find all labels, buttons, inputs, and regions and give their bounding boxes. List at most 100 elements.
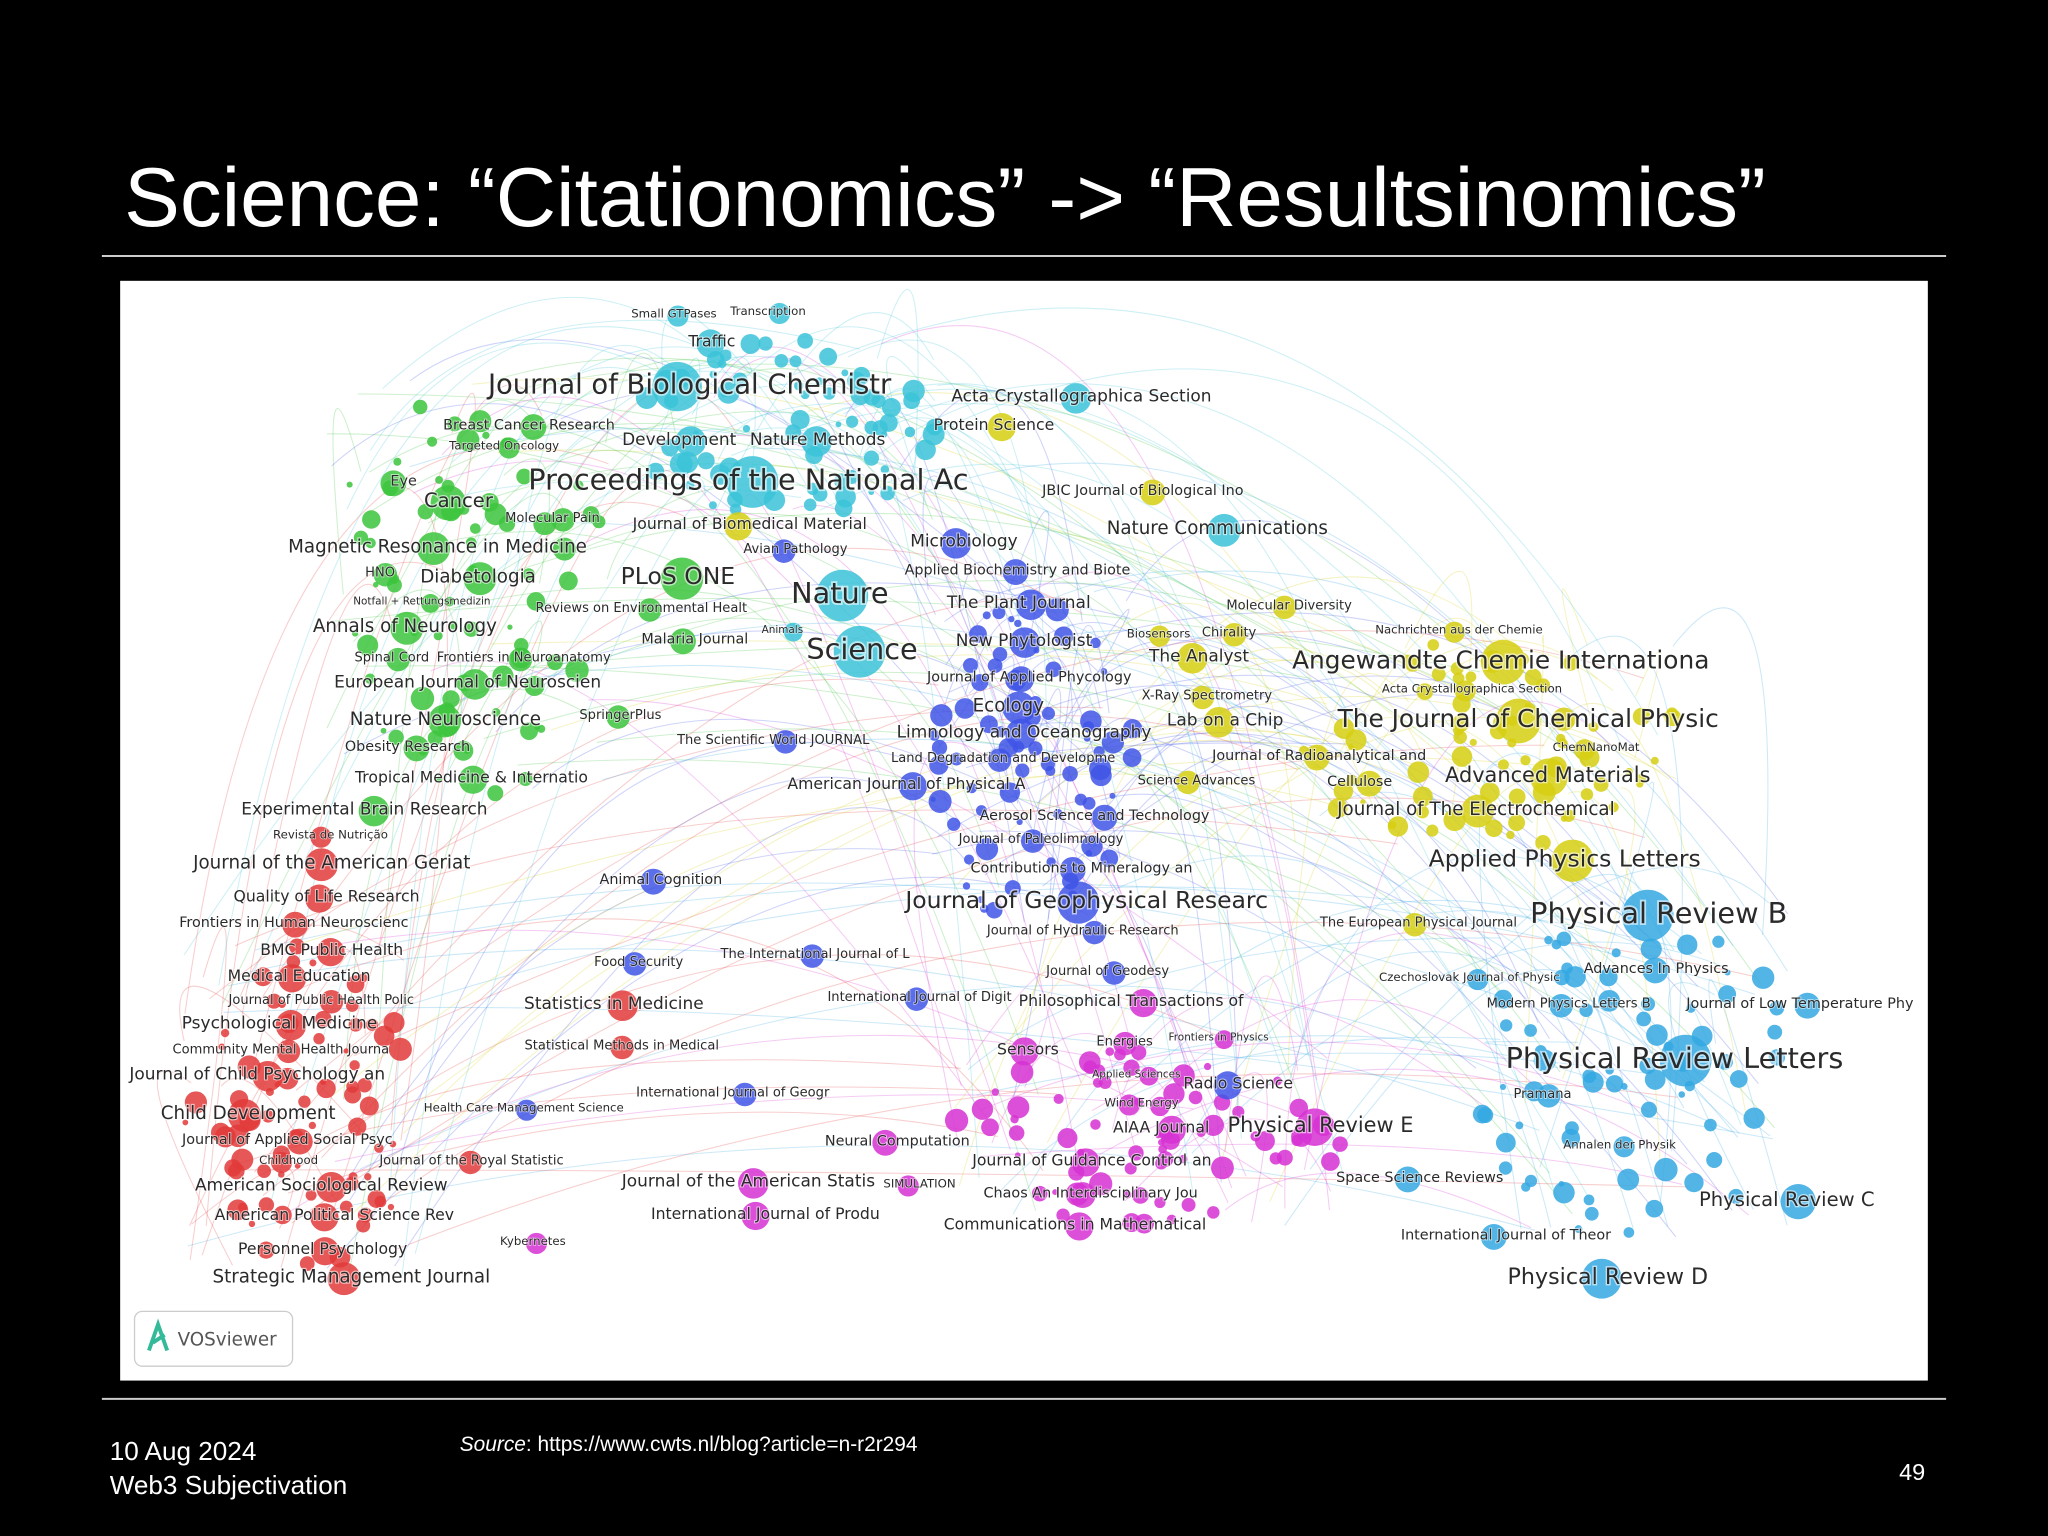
node xyxy=(310,1203,339,1232)
link xyxy=(1284,931,1492,1209)
node xyxy=(852,366,871,385)
map-label: Statistical Methods in Medical xyxy=(524,1038,719,1053)
node xyxy=(421,594,440,613)
node xyxy=(1718,985,1737,1004)
node xyxy=(1659,1034,1712,1087)
node xyxy=(1465,671,1477,683)
link xyxy=(389,367,693,1188)
node xyxy=(1196,1127,1206,1137)
node xyxy=(845,415,859,428)
node xyxy=(622,952,647,976)
node xyxy=(992,646,1008,662)
node xyxy=(1515,1121,1524,1130)
node xyxy=(364,673,376,685)
node xyxy=(365,1018,379,1031)
link xyxy=(1333,716,1597,974)
node xyxy=(1150,1096,1170,1117)
link xyxy=(1047,608,1130,762)
link xyxy=(902,462,1734,947)
node xyxy=(733,1082,757,1107)
map-label: Nature Neuroscience xyxy=(350,709,541,730)
map-label: Childhood xyxy=(259,1153,318,1167)
link xyxy=(332,408,362,595)
node xyxy=(393,457,402,466)
node xyxy=(453,740,474,761)
node xyxy=(1348,744,1354,750)
node xyxy=(1203,707,1235,738)
link xyxy=(1110,1035,1733,1133)
node xyxy=(182,1119,189,1126)
map-label: Czechoslovak Journal of Physic xyxy=(1379,970,1560,984)
link xyxy=(984,844,1190,1078)
node xyxy=(1593,776,1609,792)
map-label: Acta Crystallographica Section xyxy=(1382,681,1562,695)
node xyxy=(969,625,987,643)
map-label: Contributions to Mineralogy an xyxy=(970,860,1192,876)
node xyxy=(456,428,480,452)
map-label: Radio Science xyxy=(1183,1073,1293,1092)
node xyxy=(276,1039,301,1064)
node xyxy=(880,465,890,474)
node xyxy=(524,676,545,697)
link xyxy=(1319,791,1685,1109)
map-label: Animal Cognition xyxy=(600,872,723,888)
node xyxy=(1636,1011,1652,1027)
map-label: European Journal of Neuroscien xyxy=(334,673,601,693)
node xyxy=(904,987,929,1011)
node xyxy=(991,1088,1000,1096)
node xyxy=(374,1195,387,1208)
footer-subtitle: Web3 Subjectivation xyxy=(110,1470,348,1500)
map-label: Biosensors xyxy=(1127,627,1191,641)
link xyxy=(466,512,1532,728)
map-label: Avian Pathology xyxy=(743,542,847,557)
link xyxy=(369,319,860,452)
node xyxy=(1639,1057,1656,1074)
node xyxy=(1499,1019,1513,1032)
node xyxy=(362,510,381,529)
node xyxy=(1769,1000,1785,1016)
node xyxy=(1041,706,1056,720)
link xyxy=(829,407,980,1178)
node xyxy=(1724,969,1731,976)
map-label: Targeted Oncology xyxy=(448,439,559,453)
node xyxy=(1083,734,1091,742)
node xyxy=(1605,1066,1614,1075)
node xyxy=(526,592,546,611)
node xyxy=(365,537,376,549)
node xyxy=(388,1037,412,1061)
link xyxy=(287,1111,998,1194)
node xyxy=(1213,1071,1242,1100)
node xyxy=(1498,759,1509,771)
node xyxy=(1443,621,1465,643)
node xyxy=(1642,957,1669,984)
node xyxy=(1555,733,1566,744)
link xyxy=(996,1036,1501,1196)
node xyxy=(1443,808,1466,832)
node xyxy=(227,1098,261,1132)
link xyxy=(922,368,1623,748)
link xyxy=(863,417,1287,1083)
link xyxy=(1073,675,1489,851)
node xyxy=(1203,1062,1212,1071)
link xyxy=(360,921,1757,1220)
map-label: X-Ray Spectrometry xyxy=(1142,688,1273,703)
link xyxy=(220,1077,338,1203)
map-label: Reviews on Environmental Healt xyxy=(536,601,748,616)
node xyxy=(1123,1190,1132,1199)
map-label: Frontiers in Human Neuroscienc xyxy=(179,915,408,931)
node xyxy=(592,515,606,529)
node xyxy=(1553,1181,1575,1204)
link xyxy=(706,403,1345,1177)
link xyxy=(991,1032,1229,1204)
node xyxy=(1521,1182,1531,1192)
node xyxy=(742,424,751,433)
map-background xyxy=(120,280,1928,1381)
link xyxy=(1093,633,1479,703)
link xyxy=(222,492,568,1004)
node xyxy=(999,782,1021,803)
node xyxy=(463,562,497,596)
node xyxy=(299,1256,315,1272)
link xyxy=(1030,688,1062,833)
node xyxy=(1394,1166,1421,1193)
node xyxy=(210,1122,231,1143)
